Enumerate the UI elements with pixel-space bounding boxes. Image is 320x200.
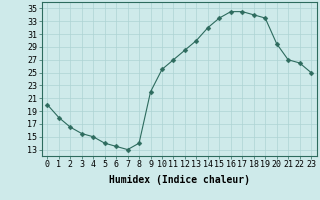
X-axis label: Humidex (Indice chaleur): Humidex (Indice chaleur) <box>109 175 250 185</box>
